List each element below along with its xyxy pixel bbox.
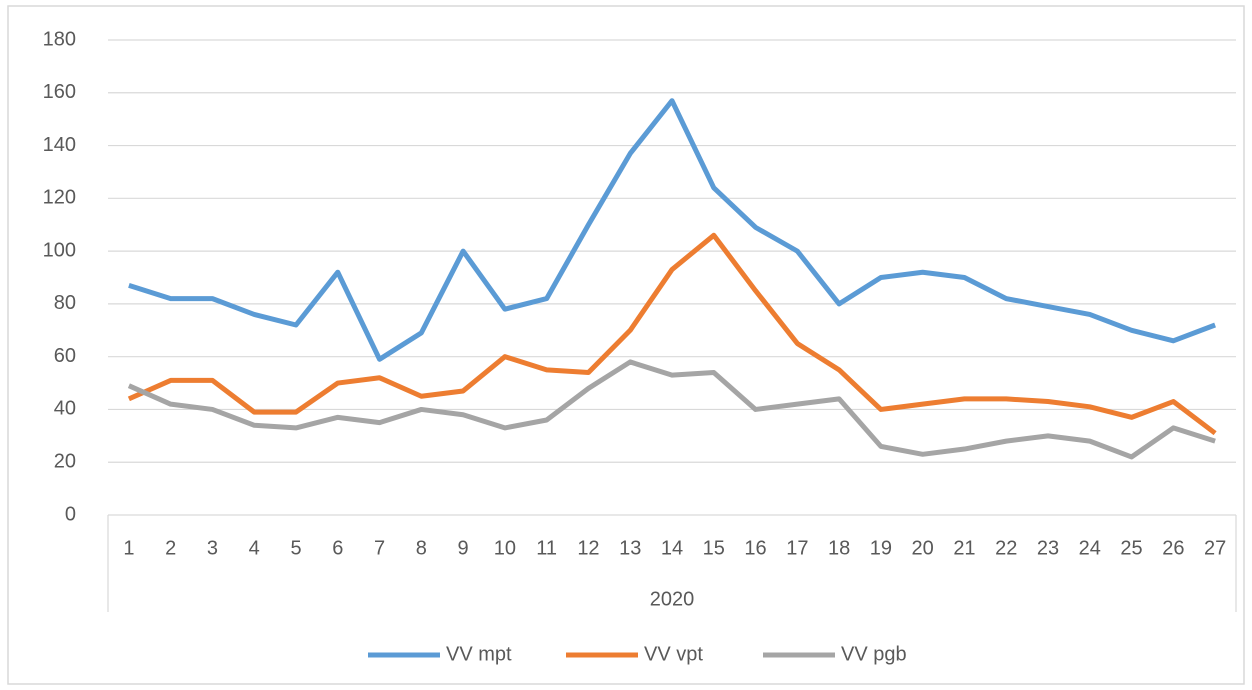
- series-line: [127, 232, 1217, 436]
- x-tick-label: 24: [1079, 537, 1101, 559]
- x-tick-label: 8: [416, 537, 427, 559]
- y-tick-label: 80: [54, 292, 76, 314]
- x-tick-label: 25: [1120, 537, 1142, 559]
- x-tick-label: 27: [1204, 537, 1226, 559]
- x-group-label: 2020: [650, 588, 695, 610]
- y-tick-label: 60: [54, 345, 76, 367]
- x-tick-label: 2: [165, 537, 176, 559]
- x-tick-label: 17: [786, 537, 808, 559]
- x-tick-label: 12: [577, 537, 599, 559]
- x-tick-label: 11: [536, 537, 557, 559]
- x-tick-label: 14: [661, 537, 683, 559]
- x-tick-label: 1: [123, 537, 134, 559]
- x-tick-label: 19: [870, 537, 892, 559]
- x-tick-label: 6: [332, 537, 343, 559]
- x-tick-label: 3: [207, 537, 218, 559]
- y-tick-label: 40: [54, 398, 76, 420]
- y-tick-label: 120: [43, 187, 76, 209]
- chart-frame: [7, 5, 1245, 685]
- x-tick-label: 13: [619, 537, 641, 559]
- y-tick-label: 180: [43, 28, 76, 50]
- y-tick-label: 20: [54, 451, 76, 473]
- y-tick-label: 0: [65, 503, 76, 525]
- legend-label: VV vpt: [644, 643, 703, 665]
- x-tick-label: 7: [374, 537, 385, 559]
- x-tick-label: 5: [290, 537, 301, 559]
- x-tick-label: 23: [1037, 537, 1059, 559]
- y-tick-label: 140: [43, 134, 76, 156]
- x-tick-label: 26: [1162, 537, 1184, 559]
- x-tick-label: 9: [458, 537, 469, 559]
- x-tick-label: 4: [249, 537, 260, 559]
- series-line: [128, 98, 1216, 362]
- x-tick-label: 21: [953, 537, 975, 559]
- x-tick-label: 15: [703, 537, 725, 559]
- x-tick-label: 18: [828, 537, 850, 559]
- y-tick-label: 100: [43, 239, 76, 261]
- x-tick-label: 20: [912, 537, 934, 559]
- x-tick-label: 16: [744, 537, 766, 559]
- legend-label: VV pgb: [841, 643, 907, 665]
- legend-label: VV mpt: [446, 643, 512, 665]
- series-line: [127, 359, 1216, 460]
- x-tick-label: 10: [494, 537, 516, 559]
- x-tick-label: 22: [995, 537, 1017, 559]
- y-tick-label: 160: [43, 81, 76, 103]
